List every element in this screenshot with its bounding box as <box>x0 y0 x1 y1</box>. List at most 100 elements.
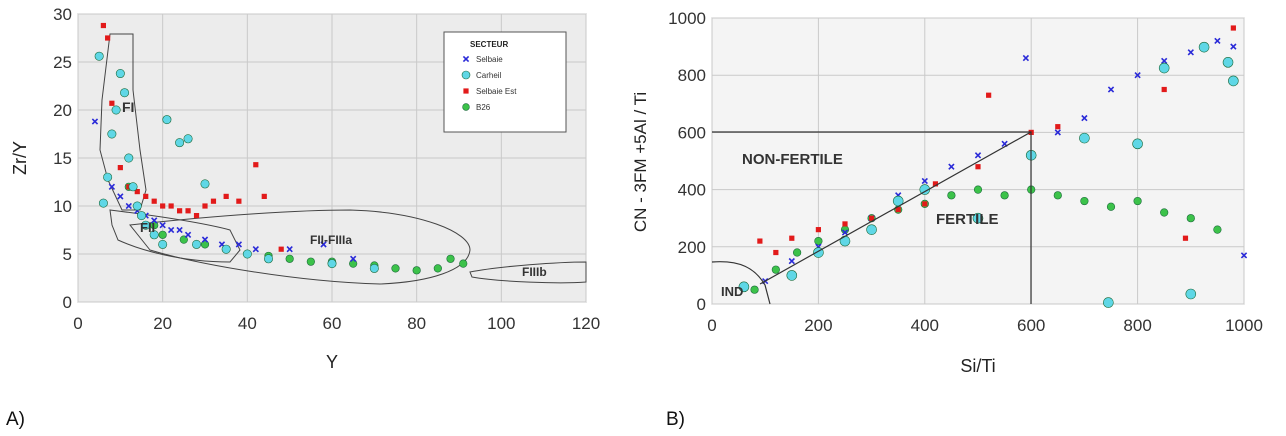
field-label-fii: FII <box>140 220 155 235</box>
x-tick-label: 800 <box>1123 316 1151 335</box>
point-carheil <box>175 138 185 148</box>
y-tick-label: 200 <box>678 238 706 257</box>
y-tick-label: 5 <box>63 245 72 264</box>
point-carheil <box>1185 288 1197 300</box>
point-b26 <box>412 266 421 275</box>
point-selbaie <box>1054 129 1061 136</box>
panel-b-x-tick-labels: 0 200 400 600 800 1000 <box>707 316 1263 335</box>
point-carheil <box>98 198 108 208</box>
panel-b-x-axis-label: Si/Ti <box>960 356 995 376</box>
point-b26 <box>1053 191 1062 200</box>
point-b26 <box>1000 191 1009 200</box>
point-selbaie-est <box>1182 235 1189 241</box>
point-selbaie <box>125 202 132 210</box>
legend-label-selbaie-est: Selbaie Est <box>476 87 517 96</box>
point-selbaie <box>350 255 357 262</box>
field-label-fertile: FERTILE <box>936 211 999 228</box>
panel-a-legend: SECTEUR Selbaie Carheil Selbaie Est B26 <box>443 31 567 133</box>
point-selbaie-est <box>261 193 267 199</box>
point-selbaie-est <box>143 193 149 199</box>
x-tick-label: 100 <box>487 314 515 333</box>
point-selbaie-est <box>151 198 157 204</box>
point-carheil <box>327 259 337 269</box>
point-selbaie <box>91 118 99 125</box>
point-selbaie-est <box>278 246 284 252</box>
legend-box <box>443 31 567 133</box>
x-tick-label: 60 <box>323 314 342 333</box>
point-carheil <box>124 153 134 163</box>
point-selbaie <box>1240 252 1248 259</box>
legend-label-b26: B26 <box>476 103 491 112</box>
x-tick-label: 0 <box>707 316 716 335</box>
field-fii-fiiia-outline <box>129 209 471 285</box>
point-selbaie <box>948 163 955 170</box>
point-b26 <box>973 185 983 194</box>
legend-label-carheil: Carheil <box>476 71 502 80</box>
y-tick-label: 1000 <box>668 9 706 28</box>
point-selbaie-est <box>842 221 848 227</box>
point-selbaie-est <box>168 203 174 209</box>
field-fiiib-outline <box>469 261 587 284</box>
legend-title: SECTEUR <box>470 40 508 49</box>
point-selbaie-est <box>869 215 875 221</box>
x-tick-label: 1000 <box>1225 316 1263 335</box>
point-selbaie-est <box>223 193 229 199</box>
point-carheil <box>137 211 147 221</box>
point-selbaie <box>176 226 183 234</box>
point-b26 <box>1106 202 1116 211</box>
point-b26 <box>391 264 400 273</box>
point-selbaie <box>117 193 124 200</box>
point-selbaie-est <box>757 238 763 244</box>
point-selbaie <box>108 183 116 190</box>
point-carheil <box>839 235 851 247</box>
panel-b-y-tick-labels: 0 200 400 600 800 1000 <box>668 9 706 314</box>
point-carheil <box>1079 132 1090 144</box>
point-carheil <box>94 51 104 61</box>
point-carheil <box>1198 41 1210 53</box>
point-carheil <box>111 105 121 115</box>
panel-b-plot-area <box>711 17 1245 305</box>
field-fi-outline <box>99 33 147 211</box>
legend-items: Selbaie Carheil Selbaie Est B26 <box>461 55 517 112</box>
x-tick-label: 120 <box>572 314 600 333</box>
point-selbaie <box>1107 86 1115 93</box>
point-selbaie <box>1081 114 1088 122</box>
point-selbaie <box>841 229 849 236</box>
point-carheil <box>162 115 172 125</box>
x-tick-label: 400 <box>911 316 939 335</box>
field-label-fiiib: FIIIb <box>522 265 547 279</box>
point-carheil <box>149 230 159 240</box>
panel-b-label: B) <box>666 409 685 430</box>
y-tick-label: 800 <box>678 66 706 85</box>
y-tick-label: 10 <box>53 197 72 216</box>
point-carheil <box>1132 138 1143 150</box>
point-selbaie <box>1214 37 1221 45</box>
panel-a-x-axis-label: Y <box>326 352 338 372</box>
point-selbaie-est <box>202 203 208 209</box>
y-tick-label: 0 <box>697 295 706 314</box>
point-selbaie <box>151 217 158 224</box>
panel-a-field-outlines <box>99 33 587 285</box>
point-carheil <box>141 220 151 230</box>
point-b26 <box>1186 214 1195 223</box>
field-fii-outline <box>109 209 241 263</box>
point-carheil <box>132 201 142 211</box>
point-selbaie <box>184 231 192 238</box>
y-tick-label: 400 <box>678 181 706 200</box>
point-selbaie-est <box>1161 86 1167 93</box>
legend-marker-selbaie-est <box>463 88 469 94</box>
y-tick-label: 600 <box>678 123 706 142</box>
point-selbaie-est <box>177 208 183 214</box>
point-carheil <box>221 244 231 254</box>
field-label-ind: IND <box>721 284 743 299</box>
point-selbaie <box>974 152 982 159</box>
point-selbaie-est <box>160 203 166 209</box>
legend-marker-selbaie <box>462 55 470 63</box>
point-carheil <box>369 263 379 273</box>
panel-a-y-tick-labels: 0 5 10 15 20 25 30 <box>53 5 72 312</box>
x-tick-label: 0 <box>73 314 82 333</box>
point-carheil <box>242 249 252 259</box>
point-selbaie-est <box>210 198 217 204</box>
point-b26 <box>750 285 759 294</box>
point-b26 <box>1213 225 1222 234</box>
